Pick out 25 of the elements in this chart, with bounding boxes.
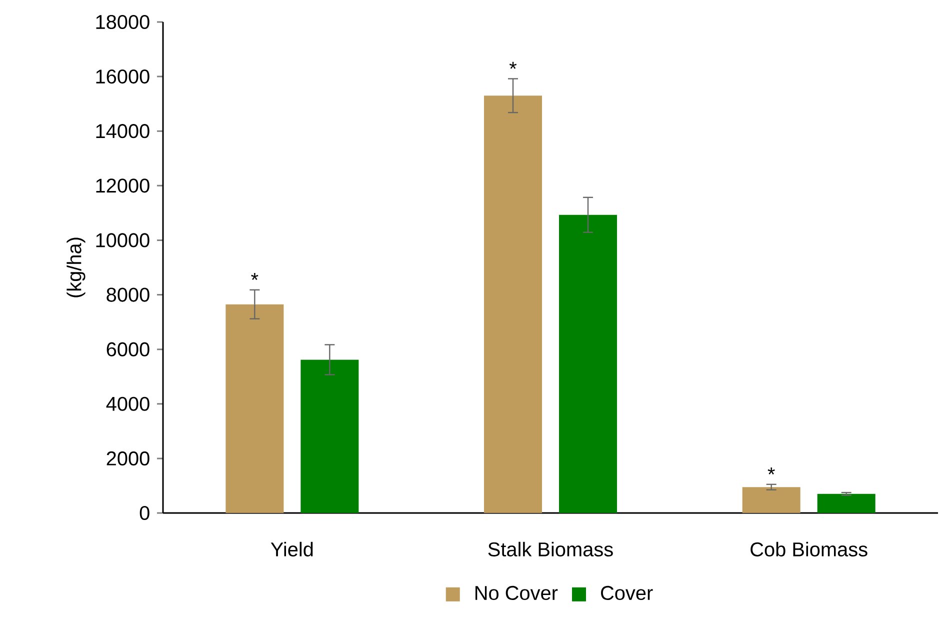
y-axis-title: (kg/ha): [66, 238, 86, 298]
y-tick-label: 12000: [96, 178, 150, 193]
y-tick-label: 14000: [96, 124, 150, 138]
bar: [817, 494, 876, 513]
bar: [742, 487, 800, 513]
annotation: *: [509, 62, 517, 69]
annotation: *: [768, 467, 775, 474]
bar: [226, 304, 284, 513]
y-tick-label: 16000: [96, 70, 150, 84]
legend-label: Cover: [601, 586, 653, 600]
annotation: *: [251, 272, 258, 280]
x-tick-label: Cob Biomass: [750, 542, 868, 556]
y-tick-label: 0: [140, 506, 150, 520]
x-tick-label: Yield: [270, 542, 313, 556]
y-tick-label: 2000: [106, 451, 150, 466]
legend-label: No Cover: [476, 586, 558, 600]
y-tick-label: 8000: [106, 288, 150, 302]
y-tick-label: 4000: [106, 396, 150, 411]
bar: [559, 214, 618, 513]
y-tick-label: 6000: [106, 342, 150, 356]
x-tick-label: Stalk Biomass: [488, 542, 613, 556]
bar: [484, 96, 542, 513]
bar: [300, 360, 359, 513]
y-tick-label: 10000: [96, 233, 150, 248]
y-tick-label: 18000: [96, 14, 150, 30]
